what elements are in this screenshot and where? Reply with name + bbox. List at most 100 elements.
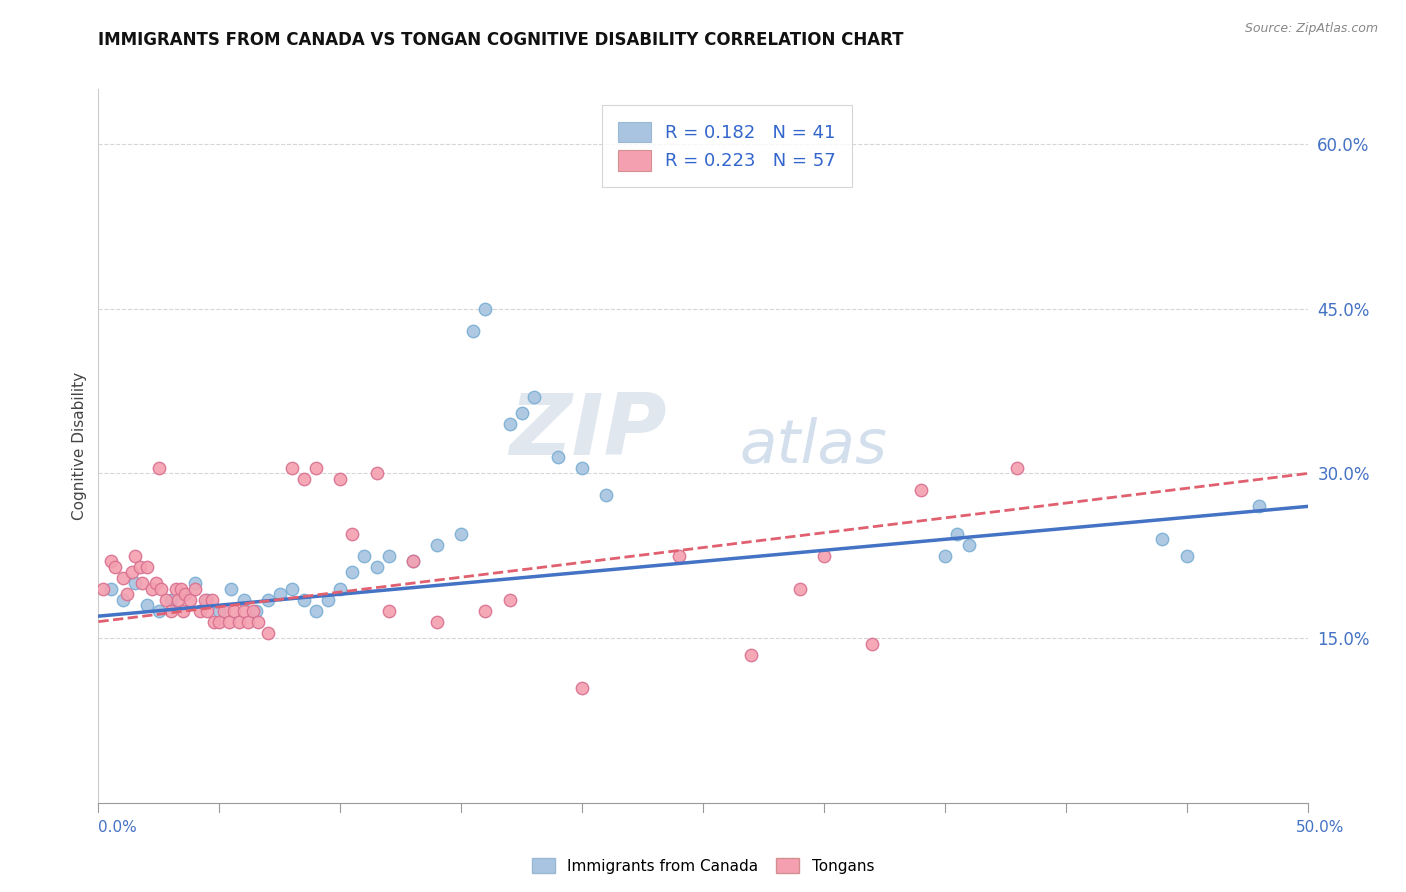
Point	[305, 604, 328, 618]
Point	[668, 549, 690, 563]
Point	[957, 538, 980, 552]
Point	[366, 559, 388, 574]
Point	[184, 576, 207, 591]
Point	[498, 417, 520, 431]
Point	[194, 592, 217, 607]
Point	[377, 549, 399, 563]
Point	[174, 587, 197, 601]
Text: 50.0%: 50.0%	[1296, 821, 1344, 835]
Point	[150, 582, 173, 596]
Point	[238, 615, 260, 629]
Point	[474, 301, 496, 316]
Point	[121, 566, 143, 580]
Point	[91, 582, 114, 596]
Point	[353, 549, 375, 563]
Point	[595, 488, 617, 502]
Point	[179, 592, 201, 607]
Point	[135, 559, 157, 574]
Point	[946, 526, 969, 541]
Point	[910, 483, 932, 497]
Point	[402, 554, 425, 568]
Point	[305, 461, 328, 475]
Point	[117, 587, 139, 601]
Point	[195, 604, 218, 618]
Point	[329, 472, 352, 486]
Point	[498, 592, 520, 607]
Point	[523, 390, 546, 404]
Point	[195, 592, 218, 607]
Point	[104, 559, 127, 574]
Point	[245, 604, 267, 618]
Point	[124, 549, 146, 563]
Point	[204, 615, 226, 629]
Point	[160, 592, 183, 607]
Point	[571, 461, 593, 475]
Point	[165, 582, 187, 596]
Legend: R = 0.182   N = 41, R = 0.223   N = 57: R = 0.182 N = 41, R = 0.223 N = 57	[602, 105, 852, 186]
Point	[450, 526, 472, 541]
Point	[172, 587, 194, 601]
Point	[208, 615, 231, 629]
Point	[148, 461, 170, 475]
Point	[813, 549, 835, 563]
Point	[510, 406, 533, 420]
Point	[167, 592, 190, 607]
Point	[100, 554, 122, 568]
Point	[1249, 500, 1271, 514]
Point	[934, 549, 956, 563]
Point	[148, 604, 170, 618]
Point	[463, 324, 485, 338]
Point	[111, 592, 134, 607]
Point	[789, 582, 811, 596]
Point	[100, 582, 122, 596]
Point	[124, 576, 146, 591]
Point	[1007, 461, 1029, 475]
Point	[426, 615, 449, 629]
Point	[212, 604, 235, 618]
Point	[208, 604, 231, 618]
Point	[740, 648, 762, 662]
Point	[269, 587, 291, 601]
Point	[571, 681, 593, 695]
Point	[474, 604, 496, 618]
Point	[281, 582, 304, 596]
Point	[232, 604, 254, 618]
Point	[221, 582, 243, 596]
Point	[547, 450, 569, 464]
Point	[184, 582, 207, 596]
Point	[247, 615, 270, 629]
Text: Source: ZipAtlas.com: Source: ZipAtlas.com	[1244, 22, 1378, 36]
Text: 0.0%: 0.0%	[98, 821, 138, 835]
Point	[228, 615, 250, 629]
Point	[201, 592, 224, 607]
Point	[160, 604, 183, 618]
Point	[242, 604, 264, 618]
Point	[172, 604, 194, 618]
Point	[141, 582, 163, 596]
Point	[342, 526, 364, 541]
Legend: Immigrants from Canada, Tongans: Immigrants from Canada, Tongans	[526, 852, 880, 880]
Point	[426, 538, 449, 552]
Point	[366, 467, 388, 481]
Y-axis label: Cognitive Disability: Cognitive Disability	[72, 372, 87, 520]
Point	[131, 576, 153, 591]
Point	[292, 472, 315, 486]
Point	[145, 576, 167, 591]
Point	[155, 592, 177, 607]
Point	[256, 625, 278, 640]
Point	[316, 592, 339, 607]
Point	[329, 582, 352, 596]
Text: IMMIGRANTS FROM CANADA VS TONGAN COGNITIVE DISABILITY CORRELATION CHART: IMMIGRANTS FROM CANADA VS TONGAN COGNITI…	[98, 31, 904, 49]
Point	[342, 566, 364, 580]
Point	[292, 592, 315, 607]
Point	[1175, 549, 1198, 563]
Point	[135, 598, 157, 612]
Point	[281, 461, 304, 475]
Point	[111, 571, 134, 585]
Point	[128, 559, 150, 574]
Point	[256, 592, 278, 607]
Point	[222, 604, 245, 618]
Text: ZIP: ZIP	[509, 390, 666, 474]
Point	[232, 592, 254, 607]
Text: atlas: atlas	[740, 417, 887, 475]
